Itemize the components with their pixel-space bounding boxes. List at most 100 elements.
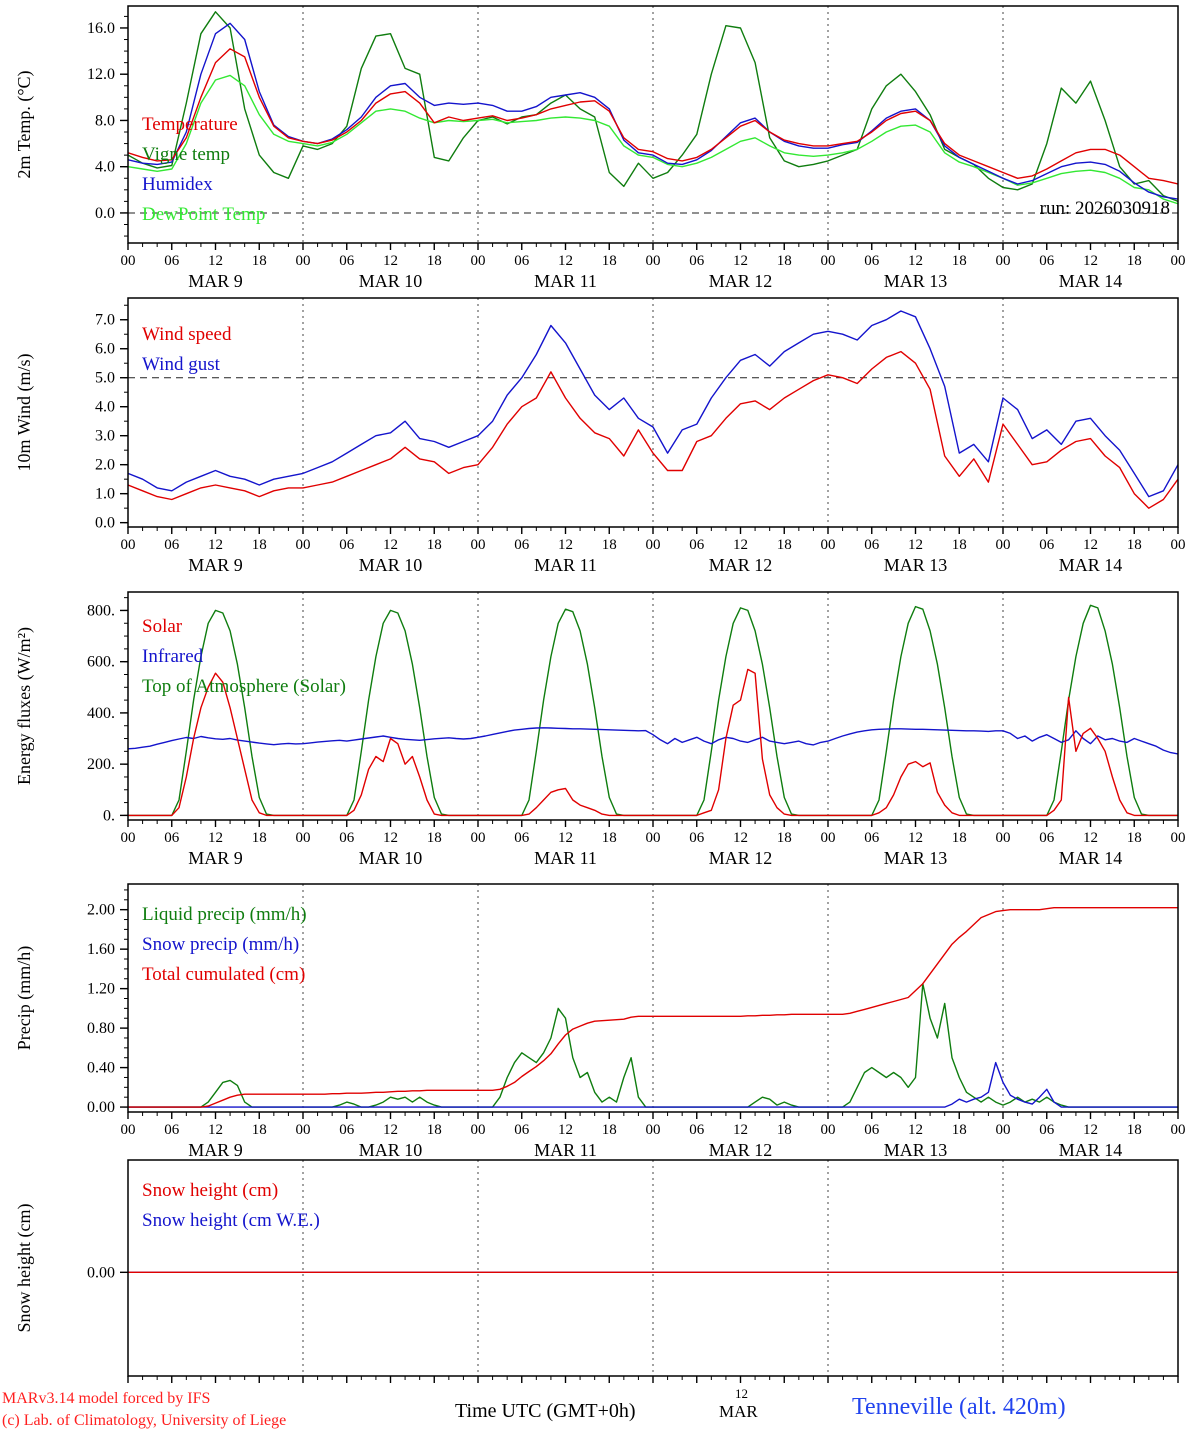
x-tick-label: 12 xyxy=(383,1122,398,1138)
day-label: MAR 14 xyxy=(1059,848,1123,868)
y-tick-label: 1.0 xyxy=(95,486,115,503)
x-tick-label: 12 xyxy=(558,537,573,553)
x-tick-label: 18 xyxy=(1127,253,1142,269)
day-label: MAR 13 xyxy=(884,1140,948,1160)
day-label: MAR 11 xyxy=(534,848,597,868)
y-tick-label: 0.00 xyxy=(87,1264,115,1281)
x-tick-label: 12 xyxy=(558,253,573,269)
x-tick-label: 12 xyxy=(908,537,923,553)
x-tick-label: 12 xyxy=(733,253,748,269)
series-vigne-temp xyxy=(128,11,1178,203)
x-tick-label: 18 xyxy=(427,537,442,553)
x-tick-label: 00 xyxy=(996,537,1011,553)
y-tick-label: 0.40 xyxy=(87,1060,115,1077)
date-stamp-day: 12 xyxy=(735,1386,748,1401)
x-tick-label: 00 xyxy=(296,830,311,846)
panel-Snow height (cm): 0.00 Snow height (cm) Snow height (cm) Snow… xyxy=(14,1159,1179,1383)
x-tick-label: 06 xyxy=(864,537,880,553)
x-tick-label: 06 xyxy=(164,830,180,846)
series-total-cumulated xyxy=(128,907,1178,1108)
x-tick-label: 12 xyxy=(733,537,748,553)
x-tick-label: 18 xyxy=(602,253,617,269)
y-tick-label: 0.80 xyxy=(87,1020,115,1037)
x-tick-label: 06 xyxy=(164,253,180,269)
x-tick-label: 18 xyxy=(777,1122,792,1138)
series-infrared xyxy=(128,727,1178,755)
series-snow-precip xyxy=(128,1061,1178,1108)
y-tick-label: 400. xyxy=(87,705,115,722)
day-label: MAR 12 xyxy=(709,1140,773,1160)
legend-wind-gust: Wind gust xyxy=(142,354,221,375)
y-tick-label: 0.0 xyxy=(95,205,115,222)
x-tick-label: 12 xyxy=(208,830,223,846)
x-tick-label: 00 xyxy=(121,830,136,846)
x-tick-label: 06 xyxy=(864,253,880,269)
x-tick-label: 00 xyxy=(121,1122,136,1138)
y-tick-label: 2.00 xyxy=(87,902,115,919)
x-tick-label: 06 xyxy=(339,253,355,269)
x-tick-label: 00 xyxy=(471,253,486,269)
x-tick-label: 12 xyxy=(208,1122,223,1138)
x-tick-label: 12 xyxy=(1083,537,1098,553)
y-tick-label: 600. xyxy=(87,654,115,671)
x-tick-label: 18 xyxy=(952,537,967,553)
x-tick-label: 12 xyxy=(208,253,223,269)
day-label: MAR 12 xyxy=(709,271,773,291)
run-annotation: run: 2026030918 xyxy=(1040,198,1170,219)
x-tick-label: 12 xyxy=(908,830,923,846)
x-tick-label: 18 xyxy=(1127,537,1142,553)
x-tick-label: 06 xyxy=(514,253,530,269)
x-tick-label: 12 xyxy=(383,537,398,553)
panel-Precip (mm/h): 0.00 0.40 0.80 1.20 1.60 2.00 00 06 12 18 00 06 12 18… xyxy=(14,883,1186,1160)
y-tick-label: 2.0 xyxy=(95,457,115,474)
model-credit-line1: MARv3.14 model forced by IFS xyxy=(2,1390,211,1407)
x-tick-label: 00 xyxy=(121,253,136,269)
x-tick-label: 18 xyxy=(252,830,267,846)
y-tick-label: 12.0 xyxy=(87,66,115,83)
x-tick-label: 18 xyxy=(427,830,442,846)
y-axis-title: 2m Temp. (°C) xyxy=(14,70,35,178)
x-tick-label: 06 xyxy=(1039,537,1055,553)
x-tick-label: 06 xyxy=(689,537,705,553)
x-tick-label: 06 xyxy=(339,537,355,553)
x-tick-label: 00 xyxy=(1171,830,1186,846)
series-wind-gust xyxy=(128,310,1178,498)
x-tick-label: 18 xyxy=(602,1122,617,1138)
x-tick-label: 18 xyxy=(1127,1122,1142,1138)
x-tick-label: 06 xyxy=(514,537,530,553)
y-tick-label: 7.0 xyxy=(95,312,115,329)
y-axis-title: 10m Wind (m/s) xyxy=(14,354,35,472)
x-tick-label: 06 xyxy=(339,830,355,846)
legend-snow-precip-mm-h-: Snow precip (mm/h) xyxy=(142,934,299,955)
series-temperature xyxy=(128,48,1178,185)
day-label: MAR 11 xyxy=(534,271,597,291)
series-wind-speed xyxy=(128,350,1178,509)
series-toa-solar xyxy=(128,604,1178,817)
y-tick-label: 3.0 xyxy=(95,428,115,445)
day-label: MAR 13 xyxy=(884,848,948,868)
x-tick-label: 06 xyxy=(164,537,180,553)
legend-dewpoint-temp: DewPoint Temp xyxy=(142,204,265,225)
x-tick-label: 00 xyxy=(1171,253,1186,269)
x-tick-label: 12 xyxy=(558,830,573,846)
x-tick-label: 06 xyxy=(689,1122,705,1138)
day-label: MAR 10 xyxy=(359,848,423,868)
y-tick-label: 1.60 xyxy=(87,941,115,958)
x-tick-label: 18 xyxy=(952,1122,967,1138)
legend-infrared: Infrared xyxy=(142,646,204,667)
x-tick-label: 12 xyxy=(383,253,398,269)
x-tick-label: 06 xyxy=(164,1122,180,1138)
x-tick-label: 18 xyxy=(777,830,792,846)
x-tick-label: 18 xyxy=(252,537,267,553)
x-tick-label: 06 xyxy=(339,1122,355,1138)
x-tick-label: 12 xyxy=(908,1122,923,1138)
x-tick-label: 00 xyxy=(646,253,661,269)
x-tick-label: 00 xyxy=(996,1122,1011,1138)
day-label: MAR 9 xyxy=(188,555,243,575)
x-tick-label: 00 xyxy=(821,830,836,846)
x-tick-label: 00 xyxy=(1171,1122,1186,1138)
x-tick-label: 06 xyxy=(514,1122,530,1138)
x-tick-label: 18 xyxy=(602,830,617,846)
day-label: MAR 12 xyxy=(709,848,773,868)
